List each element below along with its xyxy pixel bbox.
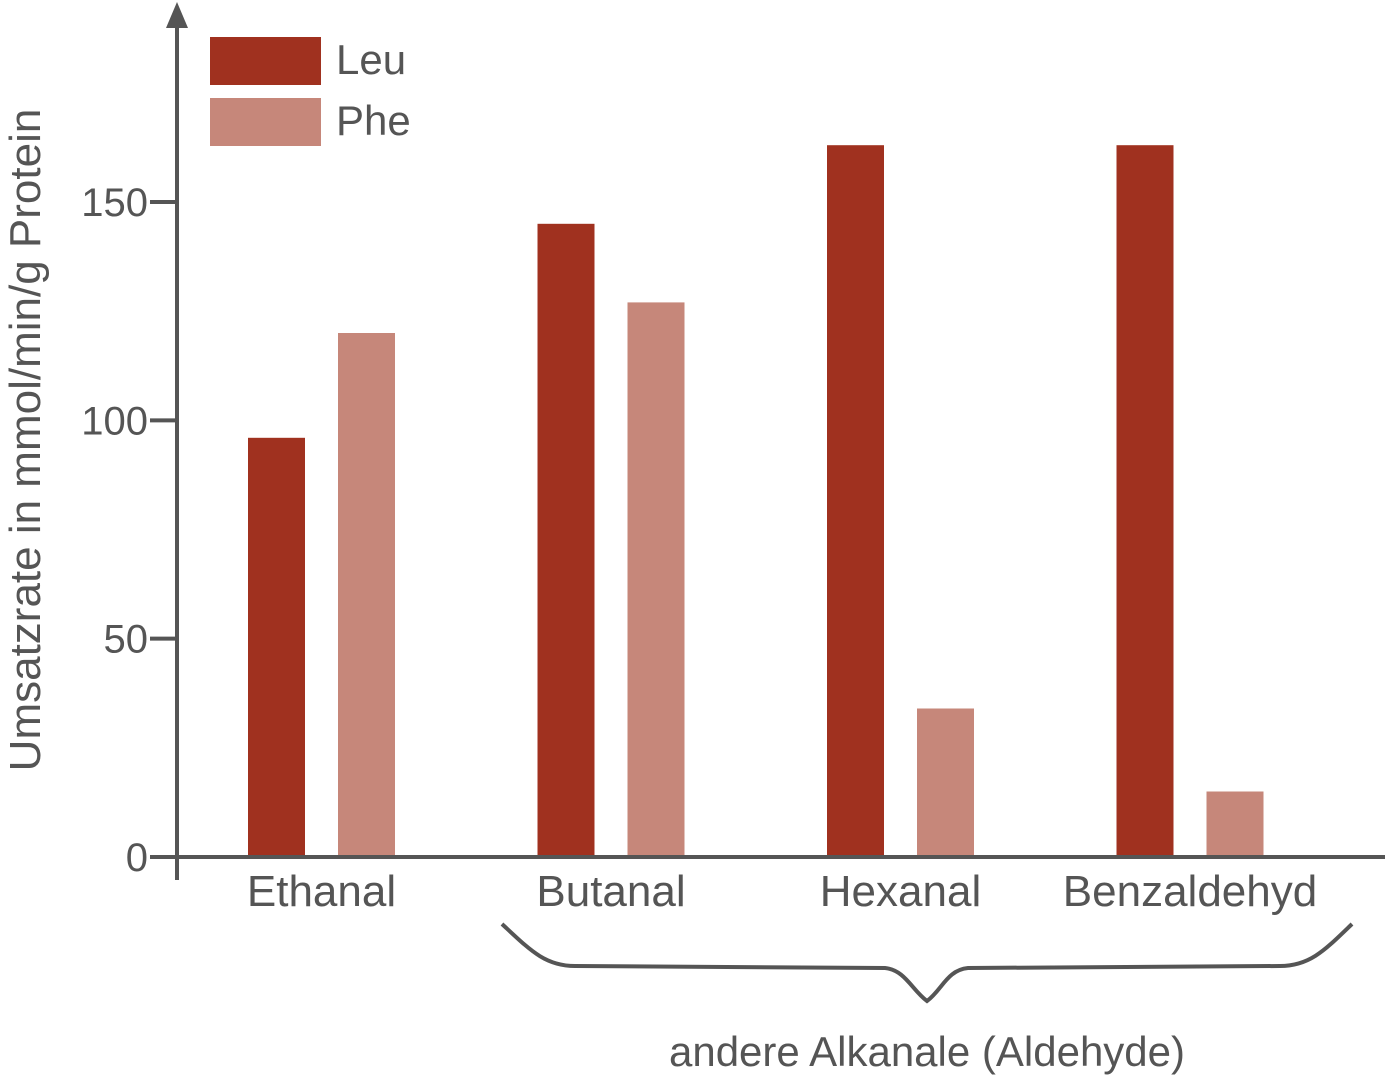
bar-leu-ethanal (248, 437, 305, 857)
bar-leu-hexanal (827, 145, 884, 857)
y-tick-label: 150 (81, 181, 148, 225)
legend-swatch-leu (210, 37, 321, 85)
bar-leu-butanal (537, 223, 595, 858)
legend-swatch-phe (210, 98, 321, 146)
y-tick-label: 100 (81, 399, 148, 443)
bar-leu-benzaldehyd (1116, 145, 1174, 857)
bars-group (248, 145, 1264, 858)
y-tick-label: 50 (104, 618, 149, 662)
legend-label-leu: Leu (336, 36, 406, 83)
legend-label-phe: Phe (336, 97, 411, 144)
bar-phe-ethanal (338, 333, 395, 857)
curly-brace-icon (500, 922, 1354, 1004)
x-category-label-benzaldehyd: Benzaldehyd (1063, 867, 1317, 916)
y-ticks-group: 0 50 100 150 (81, 181, 177, 880)
y-tick-label: 0 (126, 836, 148, 880)
y-axis-label: Umsatzrate in mmol/min/g Protein (1, 109, 50, 772)
bar-phe-hexanal (917, 708, 974, 857)
y-axis-arrow-icon (166, 2, 188, 28)
legend: Leu Phe (210, 36, 411, 146)
bar-phe-butanal (627, 302, 685, 857)
x-category-label-butanal: Butanal (536, 867, 685, 916)
x-category-label-ethanal: Ethanal (247, 867, 396, 916)
group-annotation-label: andere Alkanale (Aldehyde) (669, 1028, 1185, 1075)
x-category-labels: Ethanal Butanal Hexanal Benzaldehyd (247, 867, 1317, 916)
x-category-label-hexanal: Hexanal (820, 867, 981, 916)
bar-phe-benzaldehyd (1206, 791, 1264, 857)
